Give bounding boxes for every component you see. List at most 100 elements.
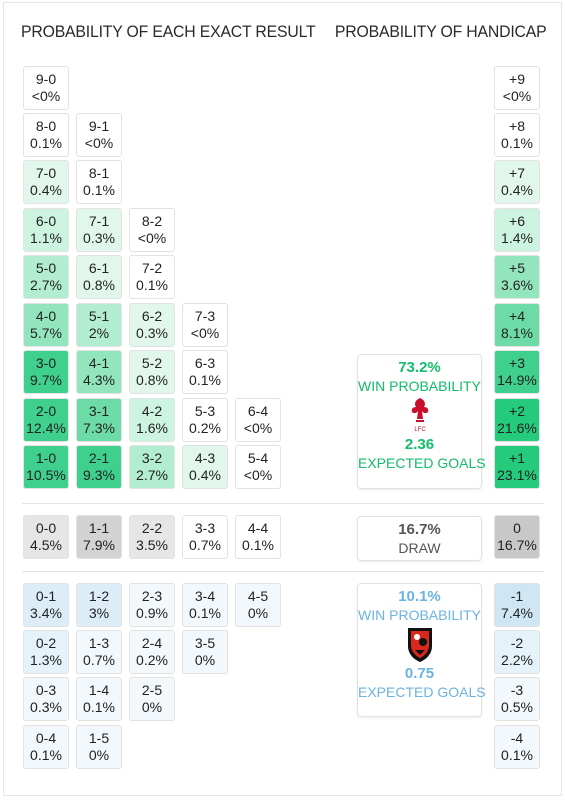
away-win-cell: 1-2 3% [76, 583, 122, 627]
cell-probability: <0% [31, 88, 61, 104]
cell-score: -4 [510, 730, 524, 746]
cell-probability: 0.2% [136, 652, 168, 668]
cell-probability: 9.7% [30, 372, 62, 388]
cell-score: 9-0 [35, 71, 57, 87]
cell-probability: <0% [502, 88, 532, 104]
home-win-cell: 3-0 9.7% [23, 350, 69, 394]
cell-score: 5-3 [194, 403, 216, 419]
cell-probability: 0.1% [136, 277, 168, 293]
home-win-cell: 4-2 1.6% [129, 398, 175, 442]
cell-probability: 0.1% [83, 182, 115, 198]
cell-probability: 23.1% [497, 467, 537, 483]
cell-probability: 16.7% [497, 537, 537, 553]
away-expected-goals: 0.75 [404, 665, 435, 682]
cell-score: 2-4 [141, 635, 163, 651]
cell-score: +4 [509, 308, 525, 324]
cell-score: +9 [509, 71, 525, 87]
cell-probability: 5.7% [30, 325, 62, 341]
cell-score: 4-1 [88, 355, 110, 371]
cell-probability: 0.4% [501, 182, 533, 198]
cell-probability: 0.1% [30, 747, 62, 763]
cell-probability: 8.1% [501, 325, 533, 341]
divider-draw-away [22, 571, 544, 572]
cell-score: +3 [509, 355, 525, 371]
home-win-cell: 6-1 0.8% [76, 255, 122, 299]
home-win-cell: 4-0 5.7% [23, 303, 69, 347]
cell-score: 0-3 [35, 682, 57, 698]
away-win-cell: 2-3 0.9% [129, 583, 175, 627]
away-win-cell: 3-5 0% [182, 630, 228, 674]
cell-score: 1-4 [88, 682, 110, 698]
bournemouth-crest-icon [407, 628, 432, 662]
home-win-cell: 8-2 <0% [129, 208, 175, 252]
cell-probability: 0.1% [501, 135, 533, 151]
cell-score: 4-3 [194, 450, 216, 466]
cell-score: 0-1 [35, 588, 57, 604]
cell-probability: 2% [88, 325, 110, 341]
home-win-cell: 6-2 0.3% [129, 303, 175, 347]
draw-cell: 3-3 0.7% [182, 515, 228, 559]
away-win-cell: 4-5 0% [235, 583, 281, 627]
cell-probability: 0.4% [30, 182, 62, 198]
home-expected-goals: 2.36 [404, 436, 435, 453]
cell-probability: 10.5% [26, 467, 66, 483]
away-win-cell: 2-4 0.2% [129, 630, 175, 674]
home-win-cell: 8-1 0.1% [76, 160, 122, 204]
home-win-cell: 5-2 0.8% [129, 350, 175, 394]
cell-score: 3-5 [194, 635, 216, 651]
cell-score: 4-2 [141, 403, 163, 419]
cell-probability: 0.5% [501, 699, 533, 715]
cell-probability: 1.1% [30, 230, 62, 246]
cell-probability: 0% [247, 605, 269, 621]
liverpool-crest-icon: LFC [411, 398, 428, 433]
home-win-cell: 2-1 9.3% [76, 445, 122, 489]
liverpool-crest-text: LFC [414, 427, 426, 433]
cell-score: 5-4 [247, 450, 269, 466]
cell-probability: 0.2% [189, 420, 221, 436]
cell-probability: 21.6% [497, 420, 537, 436]
cell-score: 1-5 [88, 730, 110, 746]
cell-score: 6-2 [141, 308, 163, 324]
cell-score: 2-3 [141, 588, 163, 604]
cell-probability: 0.8% [83, 277, 115, 293]
cell-score: 7-2 [141, 260, 163, 276]
cell-score: -2 [510, 635, 524, 651]
cell-probability: 0.1% [30, 135, 62, 151]
home-win-cell: 6-3 0.1% [182, 350, 228, 394]
cell-probability: 3% [88, 605, 110, 621]
cell-score: +6 [509, 213, 525, 229]
cell-probability: 0.4% [189, 467, 221, 483]
draw-cell: 2-2 3.5% [129, 515, 175, 559]
cell-score: 7-3 [194, 308, 216, 324]
cell-probability: 0.3% [30, 699, 62, 715]
cell-score: 5-2 [141, 355, 163, 371]
home-win-cell: 7-1 0.3% [76, 208, 122, 252]
cell-probability: 2.7% [136, 467, 168, 483]
away-win-cell: 2-5 0% [129, 677, 175, 721]
cell-probability: 7.4% [501, 605, 533, 621]
cell-score: 6-4 [247, 403, 269, 419]
cell-probability: 3.6% [501, 277, 533, 293]
probability-widget: PROBABILITY OF EACH EXACT RESULT PROBABI… [3, 2, 562, 796]
cell-score: -1 [510, 588, 524, 604]
cell-probability: 0.8% [136, 372, 168, 388]
cell-score: +5 [509, 260, 525, 276]
cell-probability: 0% [194, 652, 216, 668]
handicap-draw-cell: 0 16.7% [494, 515, 540, 559]
home-win-cell: 4-1 4.3% [76, 350, 122, 394]
cell-score: 6-0 [35, 213, 57, 229]
cell-score: 5-1 [88, 308, 110, 324]
home-win-cell: 6-0 1.1% [23, 208, 69, 252]
divider-home-draw [22, 503, 544, 504]
cell-score: 3-4 [194, 588, 216, 604]
cell-probability: <0% [84, 135, 114, 151]
cell-probability: 1.6% [136, 420, 168, 436]
home-win-cell: 9-0 <0% [23, 66, 69, 110]
draw-panel: 16.7% DRAW [357, 516, 482, 561]
handicap-home-cell: +1 23.1% [494, 445, 540, 489]
cell-probability: 7.3% [83, 420, 115, 436]
home-win-cell: 5-3 0.2% [182, 398, 228, 442]
cell-probability: 0.9% [136, 605, 168, 621]
cell-probability: 3.5% [136, 537, 168, 553]
home-team-panel: 73.2% WIN PROBABILITY LFC 2.36 EXPECTED … [357, 354, 486, 489]
